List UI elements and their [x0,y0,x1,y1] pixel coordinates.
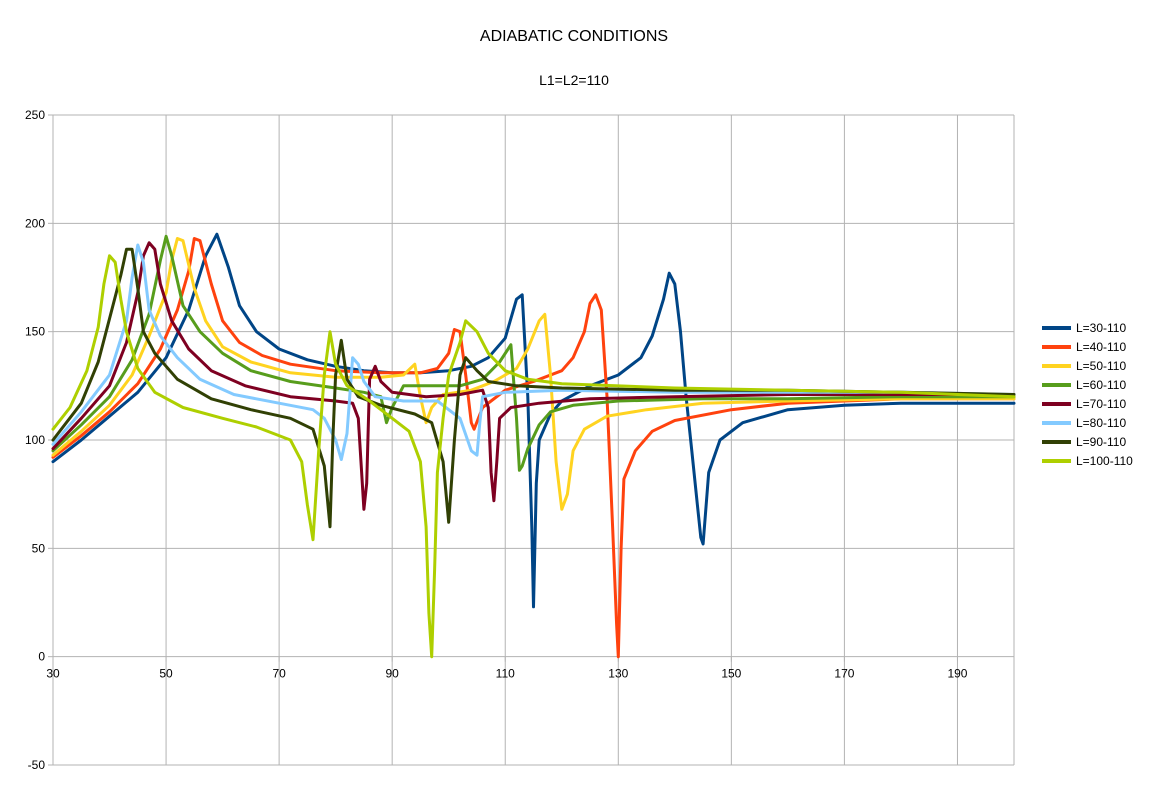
series-line-6 [51,243,1016,461]
series-line-8 [51,254,1016,659]
x-tick-label: 130 [608,667,628,681]
legend-label: L=40-110 [1076,340,1126,354]
y-tick-label: -50 [28,758,46,772]
chart-subtitle: L1=L2=110 [539,72,609,88]
y-tick-label: 250 [25,108,45,122]
y-tick-label: 100 [25,433,45,447]
grid [48,114,1015,766]
y-tick-label: 50 [32,541,46,555]
legend-label: L=100-110 [1076,454,1133,468]
legend-label: L=50-110 [1076,359,1126,373]
chart-title: ADIABATIC CONDITIONS [480,28,668,45]
y-axis-ticks: 250 200 150 100 50 0 -50 [25,108,45,772]
series-line-1 [51,232,1016,609]
x-tick-label: 170 [834,667,854,681]
series-line-3 [51,237,1016,511]
x-tick-label: 50 [159,667,173,681]
series-line-7 [51,247,1016,529]
series-line-4 [51,234,1016,472]
series-line-5 [51,241,1016,511]
x-tick-label: 190 [947,667,967,681]
legend-label: L=80-110 [1076,416,1126,430]
series-group [51,232,1016,659]
y-tick-label: 150 [25,325,45,339]
legend-label: L=60-110 [1076,378,1126,392]
x-tick-label: 30 [46,667,60,681]
x-tick-label: 150 [721,667,741,681]
series-line-2 [51,237,1016,659]
y-tick-label: 200 [25,216,45,230]
x-tick-label: 90 [385,667,399,681]
y-tick-label: 0 [38,650,45,664]
legend-label: L=90-110 [1076,435,1126,449]
x-axis-ticks: 30 50 70 90 110 130 150 170 190 [46,667,967,681]
legend: L=30-110 L=40-110 L=50-110 L=60-110 L=70-110… [1042,321,1133,468]
x-tick-label: 70 [272,667,286,681]
legend-label: L=30-110 [1076,321,1126,335]
x-tick-label: 110 [496,667,515,681]
legend-label: L=70-110 [1076,397,1126,411]
